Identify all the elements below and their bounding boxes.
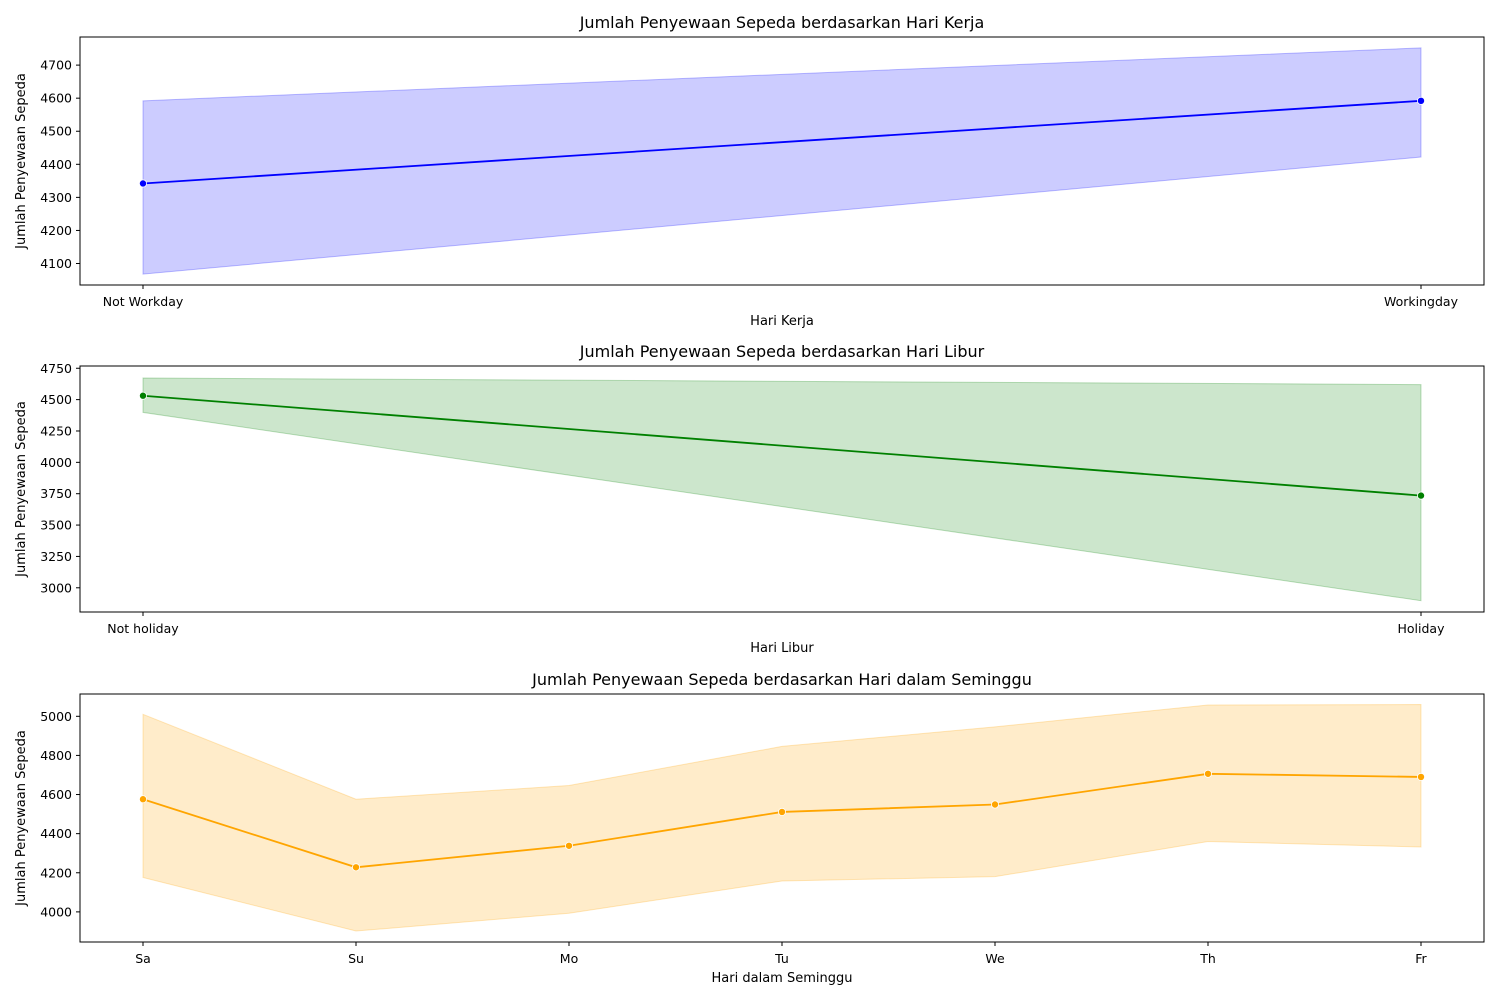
- series-1: [138, 704, 1426, 932]
- x-tick-label: Sa: [135, 951, 151, 966]
- y-tick-label: 4500: [40, 124, 72, 139]
- x-tick-label: Tu: [774, 951, 789, 966]
- confidence-band: [142, 704, 1422, 932]
- x-tick-label: Mo: [560, 951, 578, 966]
- data-point: [778, 807, 787, 816]
- series-1: [138, 377, 1426, 602]
- y-tick-label: 4400: [40, 157, 72, 172]
- y-tick-label: 4200: [40, 865, 72, 880]
- y-tick-label: 4600: [40, 787, 72, 802]
- series-1: [138, 47, 1426, 275]
- y-tick-label: 4100: [40, 256, 72, 271]
- y-tick-label: 4200: [40, 223, 72, 238]
- y-tick-label: 4600: [40, 91, 72, 106]
- x-axis-label: Hari Kerja: [750, 314, 814, 329]
- confidence-band: [142, 47, 1422, 275]
- x-tick-label: Not Workday: [103, 294, 184, 309]
- y-axis-label: Jumlah Penyewaan Sepeda: [14, 730, 29, 907]
- y-tick-label: 4400: [40, 826, 72, 841]
- x-tick-label: Not holiday: [107, 621, 179, 636]
- x-tick-label: Th: [1199, 951, 1216, 966]
- y-tick-label: 4700: [40, 58, 72, 73]
- plot-area-frame: [79, 365, 1485, 613]
- y-tick-label: 4300: [40, 190, 72, 205]
- data-point: [1417, 772, 1426, 781]
- chart-title: Jumlah Penyewaan Sepeda berdasarkan Hari…: [579, 342, 985, 361]
- data-point: [1417, 96, 1426, 105]
- y-axis-label: Jumlah Penyewaan Sepeda: [14, 73, 29, 250]
- y-tick-label: 3250: [40, 549, 72, 564]
- chart-panel-1: 4100 4200 4300 4400 4500 4600 4700 Not Workday W…: [14, 13, 1485, 329]
- y-tick-label: 3750: [40, 486, 72, 501]
- chart-title: Jumlah Penyewaan Sepeda berdasarkan Hari…: [579, 13, 985, 32]
- data-point: [138, 391, 147, 400]
- data-point: [351, 863, 360, 872]
- y-tick-label: 4000: [40, 455, 72, 470]
- y-tick-label: 3000: [40, 580, 72, 595]
- x-tick-label: Su: [348, 951, 364, 966]
- y-tick-label: 3500: [40, 518, 72, 533]
- y-tick-label: 4750: [40, 361, 72, 376]
- chart-panel-2: 3000 3250 3500 3750 4000 4250 4500 4750 Not holi…: [14, 342, 1485, 656]
- x-axis-label: Hari Libur: [750, 641, 814, 656]
- data-point: [991, 800, 1000, 809]
- y-tick-label: 4250: [40, 423, 72, 438]
- chart-panel-3: 4000 4200 4400 4600 4800 5000 Sa Su Mo Tu We Th Fr Ju…: [14, 670, 1485, 986]
- series-line: [142, 99, 1422, 185]
- chart-title: Jumlah Penyewaan Sepeda berdasarkan Hari…: [531, 670, 1032, 689]
- x-tick-label: Fr: [1415, 951, 1427, 966]
- y-axis-label: Jumlah Penyewaan Sepeda: [14, 401, 29, 578]
- data-point: [138, 179, 147, 188]
- plot-area-frame: [79, 36, 1485, 286]
- y-tick-label: 4000: [40, 904, 72, 919]
- series-line: [142, 394, 1422, 497]
- data-point: [565, 841, 574, 850]
- x-tick-label: We: [985, 951, 1005, 966]
- y-tick-label: 5000: [40, 709, 72, 724]
- y-tick-label: 4800: [40, 748, 72, 763]
- confidence-band: [142, 377, 1422, 602]
- x-axis-label: Hari dalam Seminggu: [712, 971, 853, 986]
- data-point: [1417, 491, 1426, 500]
- x-tick-label: Workingday: [1384, 294, 1459, 309]
- data-point: [138, 795, 147, 804]
- x-tick-label: Holiday: [1398, 621, 1446, 636]
- y-tick-label: 4500: [40, 392, 72, 407]
- data-point: [1204, 769, 1213, 778]
